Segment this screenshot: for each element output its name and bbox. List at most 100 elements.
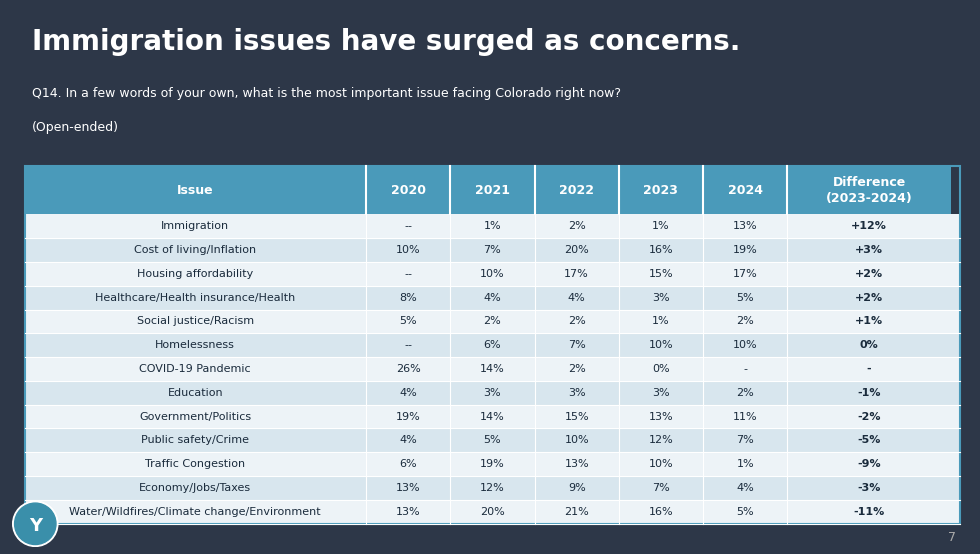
Bar <box>703 166 787 214</box>
Text: +2%: +2% <box>856 269 883 279</box>
Text: 10%: 10% <box>649 340 673 350</box>
Text: 0%: 0% <box>859 340 878 350</box>
Text: 3%: 3% <box>567 388 585 398</box>
Text: 1%: 1% <box>484 222 501 232</box>
Text: 2%: 2% <box>736 316 754 326</box>
Bar <box>24 262 960 286</box>
Text: -5%: -5% <box>858 435 881 445</box>
Text: --: -- <box>404 340 413 350</box>
Text: 6%: 6% <box>400 459 417 469</box>
Text: COVID-19 Pandemic: COVID-19 Pandemic <box>139 364 251 374</box>
Text: 16%: 16% <box>649 245 673 255</box>
Text: +1%: +1% <box>856 316 883 326</box>
Text: 3%: 3% <box>484 388 501 398</box>
Text: +3%: +3% <box>856 245 883 255</box>
Text: 14%: 14% <box>480 364 505 374</box>
Text: -3%: -3% <box>858 483 881 493</box>
Text: 4%: 4% <box>399 435 417 445</box>
Text: 13%: 13% <box>733 222 758 232</box>
Text: Economy/Jobs/Taxes: Economy/Jobs/Taxes <box>139 483 251 493</box>
Text: 17%: 17% <box>564 269 589 279</box>
Text: Immigration issues have surged as concerns.: Immigration issues have surged as concer… <box>32 28 741 56</box>
Bar <box>24 286 960 310</box>
Text: 2024: 2024 <box>727 184 762 197</box>
Text: 19%: 19% <box>396 412 420 422</box>
Text: Education: Education <box>168 388 223 398</box>
Text: 5%: 5% <box>400 316 417 326</box>
Text: 2023: 2023 <box>644 184 678 197</box>
Text: --: -- <box>404 222 413 232</box>
Text: 1%: 1% <box>652 222 669 232</box>
Text: Cost of living/Inflation: Cost of living/Inflation <box>134 245 257 255</box>
Text: --: -- <box>404 269 413 279</box>
Text: 20%: 20% <box>480 507 505 517</box>
Bar <box>24 238 960 262</box>
Text: 9%: 9% <box>567 483 586 493</box>
Text: 10%: 10% <box>564 435 589 445</box>
Text: 10%: 10% <box>396 245 420 255</box>
Text: (Open-ended): (Open-ended) <box>32 121 120 134</box>
Text: Homelessness: Homelessness <box>156 340 235 350</box>
Text: Water/Wildfires/Climate change/Environment: Water/Wildfires/Climate change/Environme… <box>70 507 321 517</box>
Text: -9%: -9% <box>858 459 881 469</box>
Text: 7: 7 <box>948 531 956 544</box>
Text: 2022: 2022 <box>560 184 594 197</box>
Bar <box>787 166 951 214</box>
Text: 2%: 2% <box>567 222 586 232</box>
Text: 7%: 7% <box>736 435 754 445</box>
Text: 2%: 2% <box>736 388 754 398</box>
Text: 5%: 5% <box>736 507 754 517</box>
Bar <box>24 357 960 381</box>
Text: 2020: 2020 <box>391 184 425 197</box>
Text: -: - <box>743 364 747 374</box>
Text: 5%: 5% <box>484 435 501 445</box>
Bar <box>24 404 960 428</box>
Text: 10%: 10% <box>480 269 505 279</box>
Text: 13%: 13% <box>396 483 420 493</box>
Text: -11%: -11% <box>854 507 885 517</box>
Text: 2%: 2% <box>567 364 586 374</box>
Text: 7%: 7% <box>652 483 669 493</box>
Bar <box>24 381 960 404</box>
Bar <box>24 476 960 500</box>
Text: Social justice/Racism: Social justice/Racism <box>137 316 254 326</box>
Text: +2%: +2% <box>856 293 883 302</box>
Bar <box>24 214 960 238</box>
Bar <box>24 310 960 334</box>
Text: -1%: -1% <box>858 388 881 398</box>
Text: 13%: 13% <box>396 507 420 517</box>
Text: 11%: 11% <box>733 412 758 422</box>
Text: 21%: 21% <box>564 507 589 517</box>
Text: 14%: 14% <box>480 412 505 422</box>
Text: 4%: 4% <box>399 388 417 398</box>
Bar <box>24 334 960 357</box>
Text: 3%: 3% <box>652 388 669 398</box>
Text: Immigration: Immigration <box>162 222 229 232</box>
Text: -2%: -2% <box>858 412 881 422</box>
Circle shape <box>13 501 58 546</box>
Text: 1%: 1% <box>652 316 669 326</box>
Text: 12%: 12% <box>649 435 673 445</box>
Text: 0%: 0% <box>652 364 669 374</box>
Bar <box>24 166 367 214</box>
Text: 19%: 19% <box>733 245 758 255</box>
Bar <box>24 500 960 524</box>
Text: 1%: 1% <box>736 459 754 469</box>
Text: Government/Politics: Government/Politics <box>139 412 251 422</box>
Text: Q14. In a few words of your own, what is the most important issue facing Colorad: Q14. In a few words of your own, what is… <box>32 87 621 100</box>
Text: 16%: 16% <box>649 507 673 517</box>
Text: 10%: 10% <box>733 340 758 350</box>
Text: 4%: 4% <box>736 483 754 493</box>
Text: 7%: 7% <box>483 245 502 255</box>
Text: 19%: 19% <box>480 459 505 469</box>
Text: 26%: 26% <box>396 364 420 374</box>
Bar <box>451 166 534 214</box>
Text: -: - <box>867 364 871 374</box>
Circle shape <box>15 503 56 545</box>
Text: 12%: 12% <box>480 483 505 493</box>
Text: 6%: 6% <box>484 340 501 350</box>
Text: 2021: 2021 <box>475 184 510 197</box>
Text: 7%: 7% <box>567 340 586 350</box>
Bar <box>534 166 618 214</box>
Text: Housing affordability: Housing affordability <box>137 269 254 279</box>
